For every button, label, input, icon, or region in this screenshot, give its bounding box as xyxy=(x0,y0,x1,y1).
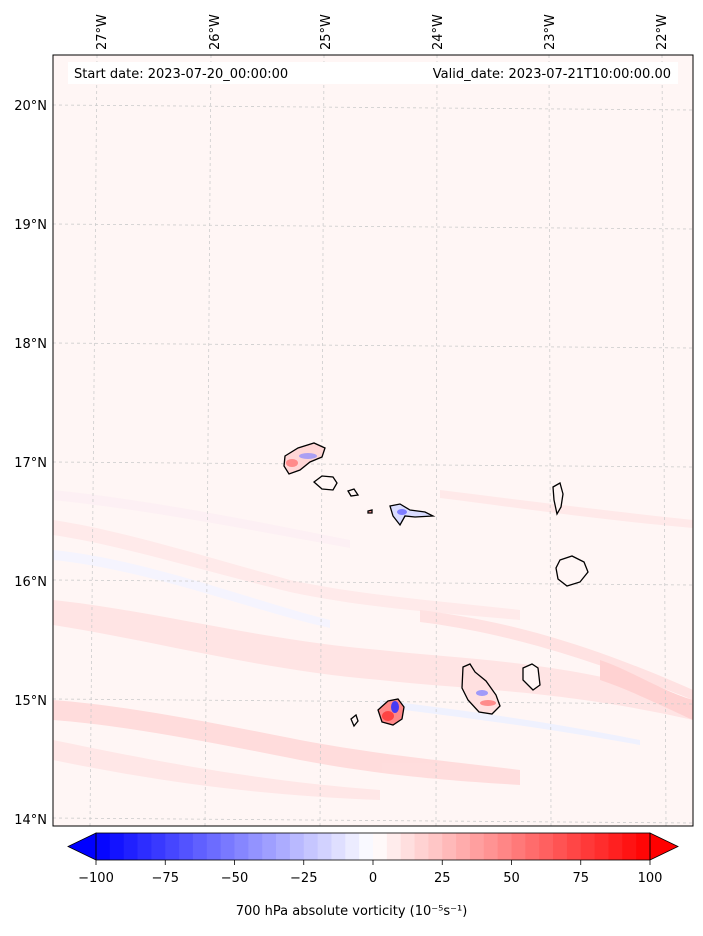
colorbar-segment xyxy=(539,833,554,860)
colorbar-segment xyxy=(414,833,429,860)
colorbar-segments xyxy=(96,833,651,860)
colorbar-segment xyxy=(497,833,512,860)
lat-tick-label: 17°N xyxy=(14,456,47,471)
colorbar-tick-label: −75 xyxy=(152,871,179,886)
lat-tick-label: 15°N xyxy=(14,694,47,709)
lon-tick-label: 26°W xyxy=(208,14,223,50)
colorbar-tick-label: 75 xyxy=(572,871,589,886)
island-sao-vicente xyxy=(312,475,338,491)
island-sal xyxy=(552,482,564,516)
lat-tick-label: 20°N xyxy=(14,99,47,114)
colorbar-segment xyxy=(345,833,360,860)
colorbar-segment xyxy=(580,833,596,860)
colorbar-segment xyxy=(511,833,526,860)
map-frame xyxy=(52,54,694,827)
colorbar-segment xyxy=(373,833,388,860)
lon-tick-label: 23°W xyxy=(543,14,558,50)
colorbar-segment xyxy=(137,833,152,860)
colorbar-segment xyxy=(234,833,249,860)
colorbar-segment xyxy=(622,833,637,860)
island-santa-luzia xyxy=(347,488,360,497)
info-box xyxy=(68,62,678,84)
colorbar-segment xyxy=(469,833,485,860)
colorbar-tick-label: −100 xyxy=(78,871,114,886)
colorbar-segment xyxy=(192,833,208,860)
colorbar-segment xyxy=(331,833,346,860)
map-background xyxy=(53,55,693,826)
lon-tick-label: 22°W xyxy=(655,14,670,50)
map-panel: Start date: 2023-07-20_00:00:00 Valid_da… xyxy=(52,54,694,827)
colorbar-segment xyxy=(96,833,111,860)
colorbar-segment xyxy=(594,833,609,860)
lon-tick-label: 27°W xyxy=(95,14,110,50)
colorbar-segment xyxy=(400,833,416,860)
colorbar-ticks: −100 −75 −50 −25 0 25 50 75 100 xyxy=(78,860,662,886)
colorbar-segment xyxy=(386,833,402,860)
colorbar-segment xyxy=(553,833,568,860)
lat-tick-label: 16°N xyxy=(14,575,47,590)
colorbar-segment xyxy=(317,833,332,860)
gridlines xyxy=(52,54,694,827)
colorbar-segment xyxy=(206,833,222,860)
colorbar-segment xyxy=(456,833,471,860)
lat-tick-label: 18°N xyxy=(14,337,47,352)
colorbar-tick-label: 100 xyxy=(638,871,663,886)
colorbar-segment xyxy=(359,833,374,860)
lon-tick-label: 25°W xyxy=(319,14,334,50)
colorbar-segment xyxy=(428,833,443,860)
colorbar-segment xyxy=(483,833,499,860)
colorbar-tick-label: −50 xyxy=(221,871,248,886)
colorbar-segment xyxy=(303,833,319,860)
colorbar-label: 700 hPa absolute vorticity (10⁻⁵s⁻¹) xyxy=(235,904,468,919)
colorbar-segment xyxy=(289,833,305,860)
colorbar-segment xyxy=(165,833,180,860)
lat-tick-label: 14°N xyxy=(14,813,47,828)
colorbar-tick-label: −25 xyxy=(290,871,317,886)
lat-tick-label: 19°N xyxy=(14,218,47,233)
colorbar-segment xyxy=(109,833,125,860)
colorbar-segment xyxy=(151,833,166,860)
colorbar-segment xyxy=(566,833,582,860)
lat-tick-labels: 20°N 19°N 18°N 17°N 16°N 15°N 14°N xyxy=(14,99,47,828)
colorbar-segment xyxy=(276,833,291,860)
colorbar-segment xyxy=(525,833,540,860)
colorbar-segment xyxy=(262,833,277,860)
island-raso xyxy=(367,509,373,514)
lon-tick-labels: 27°W 26°W 25°W 24°W 23°W 22°W xyxy=(95,14,670,50)
colorbar-segment xyxy=(179,833,194,860)
colorbar-tick-label: 25 xyxy=(434,871,451,886)
colorbar-min-extend-arrow xyxy=(67,832,97,861)
vorticity-highlights xyxy=(286,453,496,721)
colorbar-tick-label: 0 xyxy=(369,871,377,886)
island-brava xyxy=(350,713,359,728)
colorbar-segment xyxy=(248,833,263,860)
colorbar-tick-label: 50 xyxy=(503,871,520,886)
start-date-label: Start date: 2023-07-20_00:00:00 xyxy=(74,67,288,82)
colorbar-segment xyxy=(123,833,139,860)
colorbar-max-extend-arrow xyxy=(649,832,679,861)
island-maio xyxy=(522,663,541,691)
island-boa-vista xyxy=(555,555,589,587)
colorbar-segment xyxy=(608,833,623,860)
colorbar-segment xyxy=(442,833,457,860)
lon-tick-label: 24°W xyxy=(431,14,446,50)
colorbar-segment xyxy=(220,833,235,860)
valid-date-label: Valid_date: 2023-07-21T10:00:00.00 xyxy=(433,67,671,82)
colorbar: −100 −75 −50 −25 0 25 50 75 100 xyxy=(67,832,679,886)
colorbar-segment xyxy=(636,833,651,860)
